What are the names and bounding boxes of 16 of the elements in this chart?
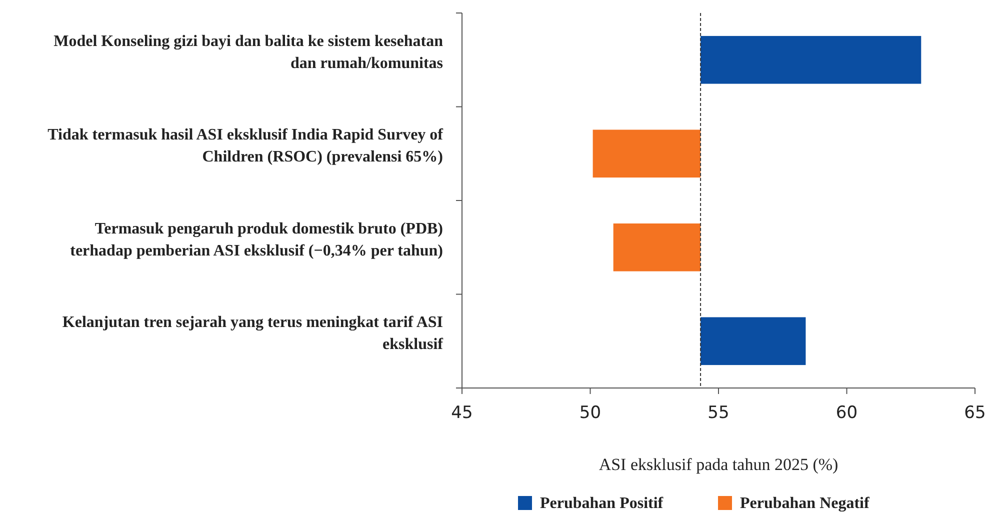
x-tick-label: 45	[451, 403, 473, 423]
x-tick-label: 50	[579, 403, 602, 423]
y-tick-label: Tidak termasuk hasil ASI eksklusif India Rapid Survey of Children (RSOC) (prevalensi 65%)	[48, 126, 444, 166]
x-axis-title: ASI eksklusif pada tahun 2025 (%)	[598, 455, 838, 474]
legend-label: Perubahan Negatif	[740, 495, 870, 512]
x-tick-label: 60	[836, 403, 858, 423]
bar	[700, 317, 806, 366]
bar	[592, 130, 701, 178]
legend-label: Perubahan Positif	[540, 495, 664, 512]
y-tick-label: Termasuk pengaruh produk domestik bruto (PDB) terhadap pemberian ASI eksklusif (−0,34% per tahun)	[70, 220, 443, 260]
bar	[700, 36, 922, 84]
y-tick-label: Model Konseling gizi bayi dan balita ke sistem kesehatan dan rumah/komunitas	[54, 32, 444, 72]
y-tick-label: Kelanjutan tren sejarah yang terus meningkat tarif ASI eksklusif	[62, 314, 444, 354]
x-tick-label: 55	[708, 403, 730, 423]
bar	[613, 223, 701, 272]
x-tick-label: 65	[964, 403, 986, 423]
